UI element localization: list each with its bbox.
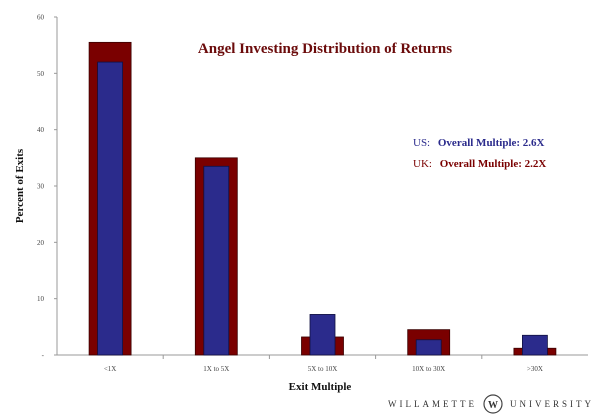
footer-right-text: UNIVERSITY	[510, 399, 594, 409]
bar-us	[415, 339, 442, 356]
annotation-us-text: Overall Multiple: 2.6X	[438, 137, 545, 149]
chart-title: Angel Investing Distribution of Returns	[198, 41, 452, 57]
x-ticks: <1X 1X to 5X 5X to 10X 10X to 30X >30X	[104, 355, 543, 373]
annotation-uk: UK: Overall Multiple: 2.2X	[413, 158, 546, 170]
axes	[56, 17, 588, 356]
y-tick-label: 40	[37, 126, 45, 134]
x-tick-label: >30X	[527, 365, 543, 373]
footer-branding: WILLAMETTE W UNIVERSITY	[388, 394, 594, 414]
footer-left-text: WILLAMETTE	[388, 399, 477, 409]
annotation-us: US: Overall Multiple: 2.6X	[413, 137, 545, 149]
y-ticks: - 10 20 30 40 50 60	[37, 14, 57, 360]
x-tick-label: 10X to 30X	[412, 365, 445, 373]
x-axis-title: Exit Multiple	[289, 381, 352, 393]
bars	[88, 41, 557, 356]
bar-us	[309, 314, 336, 356]
x-tick-label: <1X	[104, 365, 117, 373]
seal-letter: W	[488, 400, 498, 411]
y-tick-label: 60	[37, 14, 45, 22]
annotation-uk-text: Overall Multiple: 2.2X	[440, 158, 547, 170]
x-tick-label: 1X to 5X	[203, 365, 229, 373]
bar-us	[522, 334, 548, 356]
annotation-uk-prefix: UK:	[413, 158, 432, 170]
bar-us	[203, 165, 230, 356]
svg-text:UK: Overall Multiple: 2.: UK: Overall Multiple: 2.2X	[413, 158, 546, 170]
bar-us	[97, 61, 123, 356]
annotation-us-prefix: US:	[413, 137, 430, 149]
x-tick-label: 5X to 10X	[308, 365, 338, 373]
y-tick-label: 50	[37, 70, 45, 78]
y-tick-label: -	[42, 352, 45, 360]
svg-text:US: Overall Multiple: 2.: US: Overall Multiple: 2.6X	[413, 137, 545, 149]
y-tick-label: 20	[37, 239, 45, 247]
y-tick-label: 10	[37, 295, 45, 303]
y-tick-label: 30	[37, 183, 45, 191]
y-axis-title: Percent of Exits	[14, 148, 26, 223]
university-seal-icon	[483, 394, 503, 414]
